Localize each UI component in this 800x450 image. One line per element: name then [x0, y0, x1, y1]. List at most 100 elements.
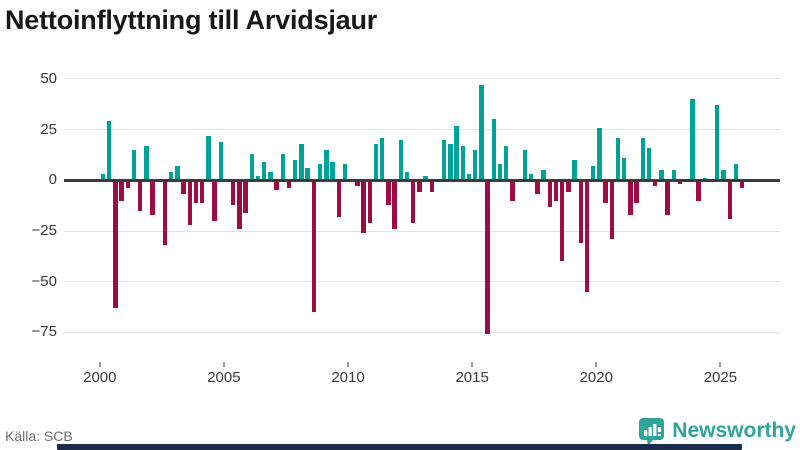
- bar-2023-q2: [677, 180, 683, 185]
- bar-2001-q4: [144, 145, 149, 181]
- bar-2017-q1: [522, 149, 528, 181]
- y-tick-label-0: 0: [48, 171, 57, 189]
- bar-2000-q3: [113, 180, 118, 309]
- bar-2009-q4: [342, 164, 348, 181]
- y-tick-label-50: 50: [40, 69, 57, 87]
- bar-2007-q1: [274, 180, 279, 191]
- x-tick-2025: [719, 362, 722, 367]
- x-tick-2010: [347, 362, 350, 367]
- chart-title: Nettoinflyttning till Arvidsjaur: [5, 5, 378, 35]
- bar-2019-q2: [578, 180, 583, 244]
- bar-2023-q4: [690, 99, 695, 181]
- bar-2021-q2: [628, 180, 633, 215]
- bar-2000-q4: [119, 180, 124, 201]
- bar-chart-badge-icon: [639, 417, 665, 446]
- bar-2003-q3: [187, 180, 192, 225]
- bar-2014-q4: [466, 174, 472, 181]
- bar-2013-q1: [423, 176, 428, 181]
- bar-2024-q1: [696, 180, 701, 201]
- bar-2016-q1: [497, 164, 503, 181]
- bar-2004-q3: [212, 180, 217, 221]
- x-tick-2020: [595, 362, 598, 367]
- bar-2002-q3: [162, 180, 168, 246]
- bar-2008-q3: [311, 180, 317, 313]
- plot-area: [64, 70, 780, 362]
- bar-2007-q2: [280, 153, 286, 181]
- bar-2018-q4: [566, 180, 571, 193]
- bar-2008-q4: [317, 164, 323, 181]
- bar-2017-q3: [535, 180, 540, 195]
- bar-2016-q3: [510, 180, 515, 201]
- bar-2025-q1: [721, 170, 726, 181]
- bar-2010-q3: [361, 180, 366, 234]
- bottom-accent-bar: [57, 444, 742, 450]
- bar-2012-q2: [404, 172, 410, 181]
- bar-2005-q3: [237, 180, 242, 229]
- bar-2011-q4: [392, 180, 397, 229]
- bar-2015-q4: [491, 119, 497, 181]
- bar-2007-q4: [293, 160, 298, 181]
- x-tick-label-2025: 2025: [703, 369, 738, 386]
- bar-2018-q3: [559, 180, 565, 262]
- bar-2005-q2: [231, 180, 236, 205]
- bar-2020-q1: [597, 127, 602, 181]
- bar-2012-q1: [398, 139, 403, 181]
- bar-2001-q2: [131, 149, 137, 181]
- gridline--50: [64, 281, 780, 283]
- bar-2003-q1: [175, 166, 180, 181]
- bar-2012-q3: [411, 180, 416, 223]
- bar-2015-q3: [485, 180, 490, 335]
- x-tick-label-2010: 2010: [331, 369, 365, 386]
- bar-2025-q3: [733, 164, 739, 181]
- bar-2004-q1: [199, 180, 205, 203]
- bar-2003-q4: [193, 180, 199, 203]
- bar-2006-q3: [262, 162, 267, 181]
- x-tick-label-2015: 2015: [455, 369, 489, 386]
- bar-2013-q4: [442, 139, 447, 181]
- bar-2003-q2: [181, 180, 186, 195]
- gridline-25: [64, 129, 780, 131]
- bar-2022-q4: [665, 180, 670, 215]
- bar-2016-q2: [504, 145, 509, 181]
- bar-2020-q2: [603, 180, 608, 203]
- bar-2011-q2: [379, 137, 385, 181]
- y-tick-label--50: −50: [31, 272, 57, 290]
- y-tick-label--75: −75: [31, 323, 57, 341]
- bar-2006-q1: [249, 153, 255, 181]
- bar-2022-q2: [653, 180, 658, 187]
- bar-2021-q3: [634, 180, 639, 203]
- gridline--25: [64, 230, 780, 232]
- bar-2013-q2: [429, 180, 434, 193]
- x-tick-label-2020: 2020: [579, 369, 613, 386]
- y-tick-label--25: −25: [31, 222, 57, 239]
- bar-2015-q1: [473, 149, 478, 181]
- bar-2006-q2: [255, 176, 261, 181]
- bar-2017-q2: [528, 174, 534, 181]
- bar-2011-q3: [386, 180, 391, 205]
- brand-name: Newsworthy: [672, 419, 796, 442]
- gridline-50: [64, 78, 780, 80]
- bar-2009-q3: [336, 180, 341, 217]
- gridline--75: [64, 331, 780, 333]
- bar-2022-q3: [659, 170, 664, 181]
- bar-2025-q2: [727, 180, 732, 219]
- bar-2004-q4: [218, 141, 223, 181]
- bar-2001-q1: [125, 180, 130, 189]
- bar-2018-q2: [553, 180, 559, 201]
- bar-2019-q4: [590, 166, 596, 181]
- bar-2021-q4: [640, 137, 645, 181]
- bar-2002-q4: [168, 172, 174, 181]
- bar-2002-q1: [150, 180, 155, 215]
- bar-2025-q4: [739, 180, 745, 189]
- bar-2014-q2: [454, 125, 459, 181]
- bar-2000-q1: [100, 174, 106, 181]
- bar-2006-q4: [268, 172, 273, 181]
- bar-2005-q4: [243, 180, 248, 213]
- x-tick-2015: [471, 362, 474, 367]
- zero-axis-line: [64, 178, 780, 182]
- x-tick-2000: [98, 362, 101, 367]
- source-label: Källa: SCB: [5, 428, 73, 444]
- bar-2001-q3: [137, 180, 143, 211]
- bar-2019-q3: [584, 180, 590, 292]
